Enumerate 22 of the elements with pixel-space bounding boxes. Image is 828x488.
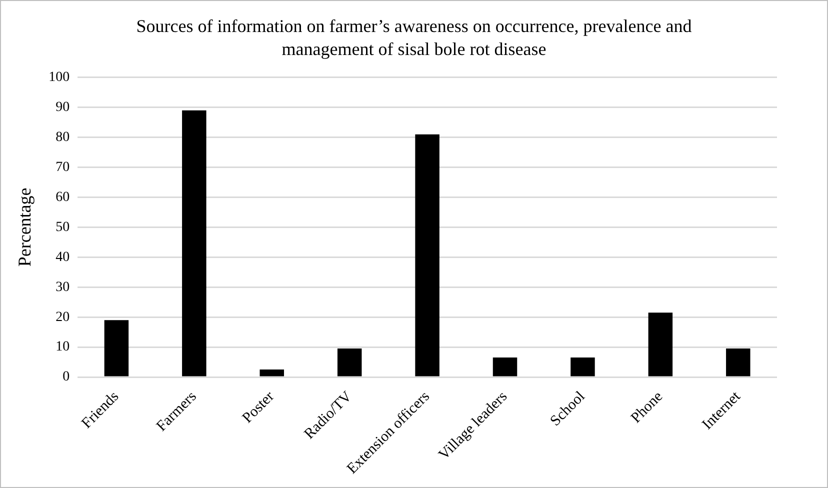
y-tick-label: 20 (56, 310, 70, 325)
y-tick-label: 100 (48, 70, 70, 86)
bar (337, 348, 362, 376)
bar (648, 312, 673, 376)
bar (415, 134, 440, 376)
y-tick-label: 40 (56, 250, 70, 265)
y-tick-label: 50 (56, 220, 70, 235)
bar (726, 348, 750, 376)
y-tick-label: 10 (56, 340, 70, 355)
y-tick-label: 30 (56, 280, 70, 295)
bar (260, 370, 284, 376)
bar (570, 358, 595, 376)
y-tick-label: 90 (56, 100, 70, 116)
bar (492, 358, 518, 376)
bar (104, 320, 129, 376)
bar (182, 110, 206, 376)
y-tick-label: 60 (56, 190, 70, 205)
chart-title: Sources of information on farmer’s awareness on occurrence, prevalence and management of sisal bole rot disease (135, 15, 693, 61)
y-tick-label: 70 (56, 160, 70, 175)
y-tick-label: 0 (62, 370, 70, 385)
y-tick-label: 80 (56, 130, 70, 145)
y-axis-title: Percentage (14, 188, 35, 267)
